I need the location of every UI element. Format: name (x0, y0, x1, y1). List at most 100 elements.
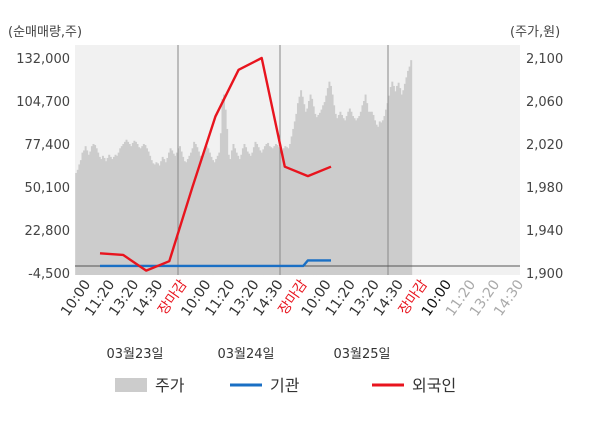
price-bar (311, 98, 314, 275)
price-bar (359, 111, 362, 275)
right-tick-label: 1,940 (526, 224, 563, 239)
price-bar (90, 146, 93, 275)
price-bar (296, 103, 299, 276)
price-bar (350, 111, 353, 275)
price-bar (290, 136, 293, 275)
right-tick-label: 2,060 (526, 95, 563, 110)
price-bar (320, 109, 323, 275)
price-bar (380, 122, 383, 275)
price-bar (149, 155, 152, 275)
price-bar (342, 118, 345, 275)
price-bar (325, 95, 328, 276)
left-tick-label: 50,100 (25, 181, 71, 196)
right-tick-label: 1,980 (526, 181, 563, 196)
price-bar (152, 163, 155, 275)
price-bar (301, 96, 304, 275)
price-bar (103, 157, 106, 275)
price-bar (112, 156, 115, 275)
price-bar (399, 88, 402, 275)
price-bar (141, 146, 144, 275)
price-bar (326, 88, 329, 275)
price-bar (100, 159, 103, 275)
price-bar (142, 144, 145, 275)
net-buy-lines (99, 56, 332, 272)
price-bar (323, 102, 326, 275)
price-bar (243, 144, 246, 275)
price-bar (331, 94, 334, 275)
price-bar (347, 111, 350, 275)
price-bar (153, 164, 156, 275)
price-bar (125, 139, 128, 275)
price-bar (249, 155, 252, 275)
price-bar (322, 105, 325, 275)
right-tick-label: 2,020 (526, 138, 563, 153)
left-tick-label: 22,800 (25, 224, 71, 239)
price-bar (295, 113, 298, 276)
price-bar (352, 116, 354, 275)
price-bar (273, 146, 276, 275)
price-bar (185, 162, 188, 275)
right-tick-label: 1,900 (526, 267, 563, 282)
price-bar (315, 117, 318, 276)
price-bar (396, 85, 399, 275)
price-bar (83, 150, 86, 275)
price-bar (138, 147, 141, 275)
price-bar (122, 144, 125, 275)
price-bar (328, 81, 331, 276)
price-bar (372, 114, 375, 275)
price-bar (238, 159, 241, 275)
price-bar (369, 111, 372, 275)
price-bar (190, 152, 192, 275)
price-bar (265, 144, 268, 275)
price-bar (353, 118, 356, 275)
price-bar (262, 149, 265, 276)
price-bar (385, 109, 388, 275)
price-bar (111, 159, 114, 275)
price-bar (131, 142, 134, 275)
price-bar (134, 141, 137, 275)
price-bar (356, 118, 359, 275)
price-bar (109, 156, 112, 275)
price-bar (202, 154, 205, 275)
price-bar (150, 160, 153, 276)
price-bar (364, 94, 367, 275)
price-bar (348, 108, 351, 275)
price-bar (303, 104, 306, 275)
price-bar (197, 151, 200, 275)
price-bar (268, 146, 271, 275)
price-bar (334, 113, 337, 276)
left-tick-label: 104,700 (16, 95, 70, 110)
price-bar (168, 152, 170, 275)
price-bar (117, 152, 120, 275)
price-bar (309, 94, 312, 275)
price-bar (224, 109, 227, 275)
series-line (100, 259, 331, 268)
price-bar (241, 148, 244, 275)
price-bar (378, 121, 381, 276)
price-bar (257, 147, 260, 275)
price-bar (389, 87, 392, 275)
price-bar (226, 128, 229, 275)
price-bar (210, 156, 213, 275)
price-bar (136, 144, 139, 275)
price-bar (312, 106, 315, 276)
price-bar (157, 163, 159, 275)
price-bar (215, 159, 218, 275)
price-bar (86, 150, 89, 275)
price-bar (336, 118, 339, 275)
price-bar (259, 150, 262, 275)
series-line (99, 56, 332, 272)
price-bar (345, 116, 348, 275)
price-bar (279, 148, 282, 275)
price-bar (174, 155, 177, 275)
price-bar (271, 148, 274, 275)
price-bar (306, 108, 309, 275)
price-bar (92, 144, 95, 275)
price-bar (391, 81, 394, 276)
price-bar (164, 162, 167, 275)
price-bar (161, 156, 164, 275)
price-bar (229, 159, 232, 275)
price-bar (179, 146, 181, 275)
price-bar (130, 146, 133, 275)
